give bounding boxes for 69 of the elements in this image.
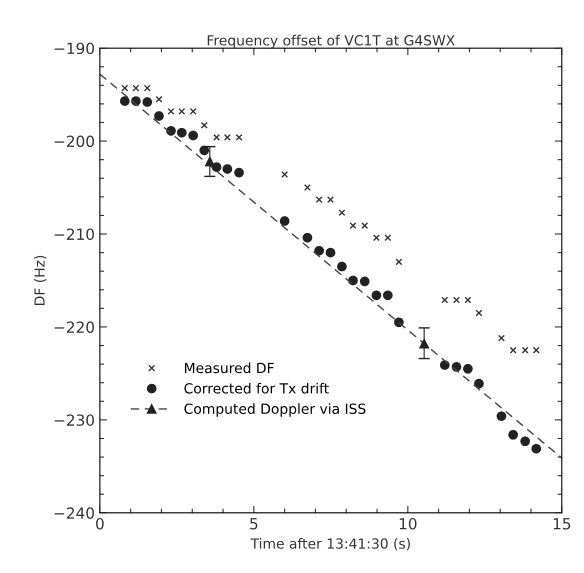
x-tick-label: 0 [96, 518, 104, 530]
point [520, 436, 530, 446]
point [372, 290, 382, 300]
point [394, 317, 404, 328]
point [176, 128, 187, 138]
point [154, 111, 164, 121]
point [302, 232, 312, 243]
point [498, 334, 505, 342]
x-tick-label: 15 [554, 518, 570, 530]
point [132, 84, 140, 92]
point [464, 296, 472, 304]
point [304, 184, 311, 192]
y-tick-label: −190 [54, 42, 94, 54]
y-tick-label: −220 [54, 321, 94, 333]
legend-label: Corrected for Tx drift [184, 382, 329, 394]
point [200, 122, 208, 129]
point [384, 234, 392, 242]
y-axis-title: DF (Hz) [34, 256, 46, 305]
point [188, 130, 198, 140]
point [522, 346, 529, 354]
point [361, 222, 368, 230]
point [199, 146, 210, 156]
point [234, 168, 244, 178]
point [463, 364, 473, 374]
point [453, 296, 460, 304]
y-tick-label: −200 [54, 136, 94, 148]
point [532, 346, 540, 354]
point [510, 346, 517, 354]
point [213, 134, 220, 141]
point [360, 276, 370, 286]
point [372, 234, 380, 242]
y-tick-label: −210 [54, 228, 94, 240]
x-axis-title: Time after 13:41:30 (s) [250, 538, 410, 550]
point [316, 196, 323, 204]
point [326, 248, 336, 258]
point [440, 360, 450, 370]
point [178, 108, 186, 115]
point [327, 196, 334, 204]
point [314, 246, 324, 256]
point [156, 96, 162, 103]
point [168, 108, 174, 115]
point [236, 134, 243, 141]
point [350, 222, 356, 230]
point [190, 108, 197, 115]
point [474, 378, 484, 389]
point [496, 411, 506, 422]
point [281, 171, 288, 178]
x-tick-label: 10 [400, 518, 417, 530]
point [222, 164, 232, 174]
chart-title: Frequency offset of VC1T at G4SWX [208, 34, 455, 48]
point [382, 290, 393, 300]
point [337, 262, 347, 272]
point [508, 430, 518, 440]
point [338, 209, 346, 216]
y-tick-label: −240 [54, 507, 94, 519]
point [531, 444, 542, 454]
point [121, 84, 128, 92]
y-tick-label: −230 [54, 414, 94, 426]
point [144, 84, 151, 92]
point [441, 296, 448, 304]
point [142, 97, 152, 107]
point [120, 96, 130, 106]
legend-label: Measured DF [184, 362, 274, 374]
point [475, 310, 482, 316]
point [395, 258, 402, 266]
x-tick-label: 5 [250, 518, 258, 530]
point [280, 216, 290, 226]
point [224, 134, 231, 141]
legend-label: Computed Doppler via ISS [184, 403, 366, 417]
